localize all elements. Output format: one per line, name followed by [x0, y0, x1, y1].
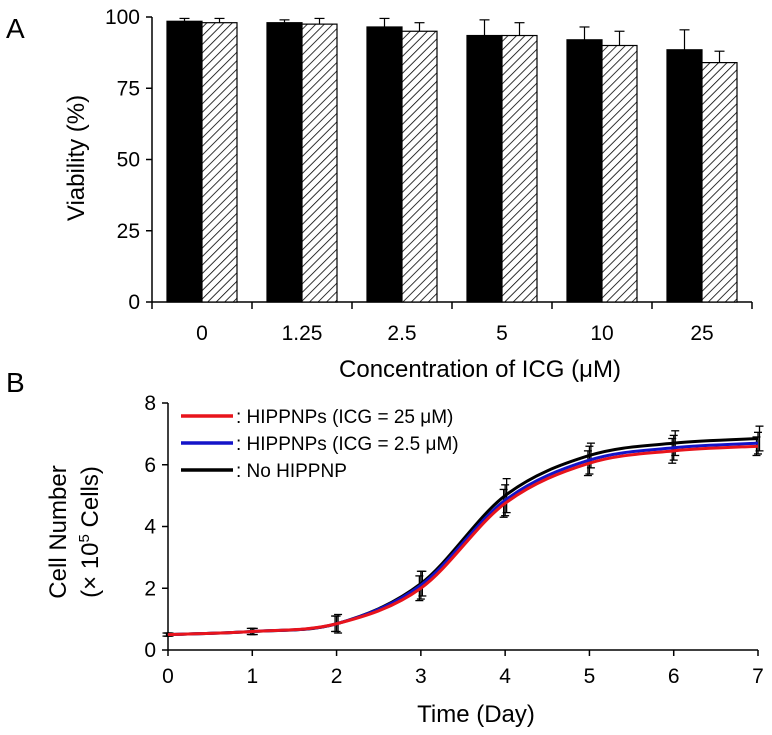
x-tick-label: 3	[415, 665, 427, 688]
bar-solid	[666, 49, 703, 303]
x-tick-label: 25	[690, 322, 713, 345]
x-tick-label: 6	[668, 665, 680, 688]
x-tick-label: 10	[590, 322, 613, 345]
legend-label: : HIPPNPs (ICG = 2.5 μM)	[236, 434, 459, 455]
y-axis-line2-suffix: Cells)	[77, 466, 104, 534]
panel-b-y-axis-line1: Cell Number	[45, 465, 72, 598]
panel-b-chart: 0 2 4 6 8 0 1 2 3 4 5 6 7 : HIPPNPs (ICG = 25 μM) : HI…	[144, 392, 764, 688]
x-tick-label: 0	[196, 322, 208, 345]
bar-solid	[366, 26, 403, 303]
y-axis-superscript: 5	[76, 534, 93, 542]
x-tick-label: 5	[584, 665, 596, 688]
panel-b-y-axis-title: Cell Number (× 105 Cells)	[45, 465, 104, 598]
panel-b-x-axis-title: Time (Day)	[417, 701, 535, 728]
legend-label: : No HIPPNP	[236, 461, 347, 482]
x-tick-label: 2	[331, 665, 343, 688]
bar-hatched	[501, 34, 538, 303]
x-tick-label: 1.25	[282, 322, 323, 345]
y-tick-label: 100	[105, 6, 140, 29]
bar-solid	[566, 39, 603, 303]
bar-hatched	[601, 44, 638, 303]
panel-a-y-axis-title: Viability (%)	[63, 95, 90, 221]
x-tick-label: 1	[246, 665, 258, 688]
panel-a-chart: 0 25 50 75 100 0 1.25 2.5 5 10 25	[105, 6, 753, 345]
y-tick-label: 4	[144, 516, 156, 539]
bar-solid	[166, 20, 203, 303]
series-line	[167, 444, 759, 637]
bar-hatched	[401, 30, 438, 303]
x-tick-label: 4	[499, 665, 511, 688]
y-tick-label: 6	[144, 454, 156, 477]
bar-solid	[466, 34, 503, 303]
legend-label: : HIPPNPs (ICG = 25 μM)	[236, 407, 453, 428]
y-tick-label: 0	[128, 291, 140, 314]
panel-b-label: B	[6, 367, 25, 398]
bar-solid	[266, 22, 303, 303]
x-tick-label: 5	[496, 322, 508, 345]
y-tick-label: 8	[144, 392, 156, 415]
y-tick-label: 2	[144, 577, 156, 600]
panel-a-x-axis-title: Concentration of ICG (μM)	[339, 356, 621, 383]
x-tick-label: 0	[162, 665, 174, 688]
y-tick-label: 75	[117, 77, 140, 100]
x-tick-label: 7	[752, 665, 764, 688]
bar-hatched	[301, 23, 338, 303]
panel-a-label: A	[6, 13, 25, 44]
bar-hatched	[201, 22, 238, 303]
y-tick-label: 0	[144, 639, 156, 662]
y-tick-label: 25	[117, 220, 140, 243]
bar-hatched	[701, 61, 738, 303]
panel-b-y-axis-line2: (× 105 Cells)	[76, 466, 104, 598]
y-axis-line2-prefix: (× 10	[77, 542, 104, 597]
x-tick-label: 2.5	[387, 322, 416, 345]
y-tick-label: 50	[117, 149, 140, 172]
